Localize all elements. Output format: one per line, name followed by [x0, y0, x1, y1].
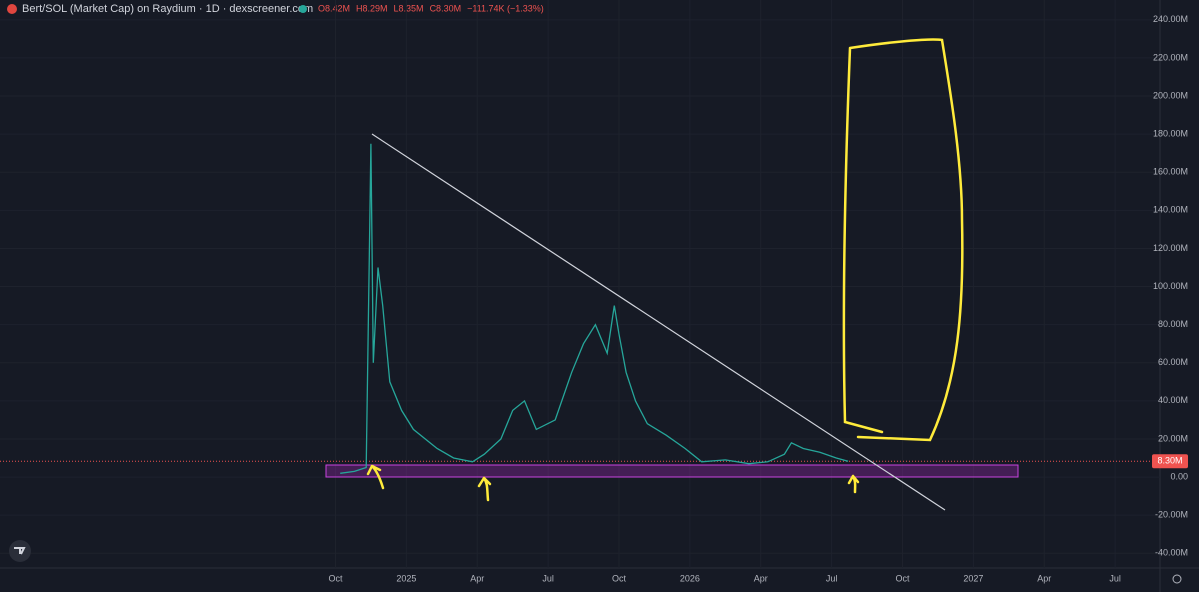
y-tick-label: 220.00M: [1153, 52, 1188, 62]
x-tick-label: Jul: [542, 573, 554, 583]
y-tick-label: 80.00M: [1158, 319, 1188, 329]
arrow: [366, 464, 385, 490]
trendline: [371, 133, 946, 511]
arrow: [477, 476, 492, 502]
x-tick-label: Apr: [470, 573, 484, 583]
logo-mark: [14, 547, 26, 555]
status-dot: [299, 5, 307, 13]
price-line: [340, 143, 849, 474]
ohlc-value: H8.29M: [356, 3, 388, 13]
ohlc-legend: O8.42M H8.29M L8.35M C8.30M −111.74K (−1.33%…: [318, 3, 544, 13]
x-tick-label: 2025: [396, 573, 416, 583]
last-price-label: 8.30M: [1157, 456, 1182, 466]
x-tick-label: Apr: [1037, 573, 1051, 583]
support-zone: [325, 464, 1019, 478]
hand-drawn-box: [842, 38, 964, 442]
y-tick-label: 240.00M: [1153, 14, 1188, 24]
y-tick-label: 100.00M: [1153, 281, 1188, 291]
x-tick-label: Oct: [328, 573, 343, 583]
x-tick-label: Oct: [895, 573, 910, 583]
chart-title: Bert/SOL (Market Cap) on Raydium · 1D · …: [22, 3, 313, 15]
ohlc-value: −111.74K (−1.33%): [467, 3, 544, 13]
y-tick-label: 140.00M: [1153, 205, 1188, 215]
x-tick-label: Jul: [1109, 573, 1121, 583]
ohlc-value: O8.42M: [318, 3, 350, 13]
x-tick-label: Apr: [754, 573, 768, 583]
y-tick-label: 20.00M: [1158, 433, 1188, 443]
y-tick-label: 40.00M: [1158, 395, 1188, 405]
y-tick-label: 0.00: [1170, 471, 1188, 481]
y-tick-label: -40.00M: [1155, 548, 1188, 558]
y-tick-label: 160.00M: [1153, 167, 1188, 177]
y-tick-label: 120.00M: [1153, 243, 1188, 253]
x-tick-label: 2026: [680, 573, 700, 583]
y-tick-label: 200.00M: [1153, 90, 1188, 100]
y-tick-label: -20.00M: [1155, 510, 1188, 520]
y-tick-label: 180.00M: [1153, 129, 1188, 139]
last-price-tag: [1152, 454, 1188, 469]
x-tick-label: Jul: [826, 573, 838, 583]
y-tick-label: 60.00M: [1158, 357, 1188, 367]
ohlc-value: L8.35M: [394, 3, 424, 13]
x-tick-label: Oct: [612, 573, 627, 583]
arrow: [847, 474, 860, 494]
ohlc-value: C8.30M: [430, 3, 462, 13]
x-tick-label: 2027: [963, 573, 983, 583]
token-icon: [7, 4, 17, 14]
settings-icon[interactable]: [1172, 574, 1182, 584]
